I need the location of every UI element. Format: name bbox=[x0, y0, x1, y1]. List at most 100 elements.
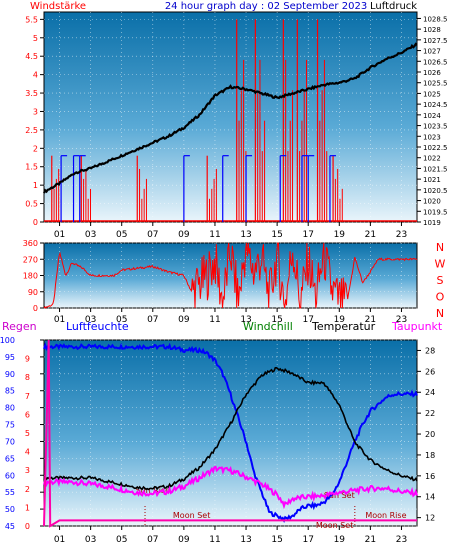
taupunkt-label: Taupunkt bbox=[391, 320, 443, 333]
hour-tick-label-15: 15 bbox=[271, 535, 282, 545]
hour-tick-label-09: 09 bbox=[178, 535, 190, 545]
wind-direction-line bbox=[43, 242, 418, 309]
compass-tick-label-3: O bbox=[436, 291, 445, 304]
gust-series bbox=[60, 155, 336, 222]
hour-tick-label-13: 13 bbox=[240, 315, 251, 325]
compass-tick-label-1: W bbox=[435, 258, 446, 271]
hour-tick-label-11: 11 bbox=[209, 230, 220, 240]
hour-tick-label-05: 05 bbox=[116, 230, 127, 240]
hour-tick-label-23: 23 bbox=[396, 535, 407, 545]
windstaerke-tick-label-5: 5 bbox=[33, 34, 38, 43]
temperature-line bbox=[43, 366, 418, 491]
direction-tick-label-0: 0 bbox=[33, 304, 38, 313]
hour-tick-label-11: 11 bbox=[209, 535, 220, 545]
direction-tick-label-180: 180 bbox=[23, 272, 38, 281]
compass-tick-label-2: S bbox=[437, 274, 444, 287]
hour-tick-label-05: 05 bbox=[116, 535, 127, 545]
luftdruck-tick-label-1024: 1024 bbox=[423, 112, 441, 120]
luftdruck-tick-label-1019.5: 1019.5 bbox=[423, 208, 448, 216]
rain-tick-label-3: 3 bbox=[25, 466, 30, 475]
luftdruck-tick-label-1020.5: 1020.5 bbox=[423, 187, 448, 195]
luftdruck-tick-label-1023.5: 1023.5 bbox=[423, 123, 448, 131]
direction-degree-ticks: 0 90 180 270 360 bbox=[23, 239, 44, 313]
windstaerke-tick-label-4.5: 4.5 bbox=[25, 52, 38, 61]
event-label-2: Sun Set bbox=[324, 491, 355, 500]
humidity-tick-label-55: 55 bbox=[5, 488, 15, 497]
hour-tick-label-13: 13 bbox=[240, 230, 251, 240]
regen-label: Regen bbox=[2, 320, 37, 333]
hour-tick-label-17: 17 bbox=[302, 535, 313, 545]
humidity-tick-label-65: 65 bbox=[5, 454, 15, 463]
windchill-label: Windchill bbox=[243, 320, 293, 333]
hour-tick-label-19: 19 bbox=[334, 230, 346, 240]
luftdruck-tick-label-1027: 1027 bbox=[423, 48, 441, 56]
hour-tick-label-07: 07 bbox=[147, 315, 158, 325]
hour-tick-label-19: 19 bbox=[334, 535, 346, 545]
luftdruck-tick-label-1027.5: 1027.5 bbox=[423, 37, 448, 45]
panel-humidity-temperature bbox=[43, 339, 418, 527]
event-label-3: Moon Set bbox=[316, 521, 353, 530]
luftdruck-tick-label-1026: 1026 bbox=[423, 69, 441, 77]
temperature-tick-label-22: 22 bbox=[425, 409, 435, 418]
luftdruck-tick-label-1020: 1020 bbox=[423, 198, 441, 206]
hour-tick-label-01: 01 bbox=[54, 535, 65, 545]
temperature-tick-label-18: 18 bbox=[425, 451, 435, 460]
humidity-tick-label-85: 85 bbox=[5, 387, 15, 396]
humidity-tick-label-60: 60 bbox=[5, 471, 15, 480]
luftdruck-tick-label-1022.5: 1022.5 bbox=[423, 144, 448, 152]
temperature-tick-label-14: 14 bbox=[425, 493, 435, 502]
temperature-tick-label-26: 26 bbox=[425, 367, 435, 376]
luftdruck-tick-label-1021.5: 1021.5 bbox=[423, 165, 448, 173]
hour-tick-label-03: 03 bbox=[85, 535, 96, 545]
direction-tick-label-360: 360 bbox=[23, 239, 38, 248]
event-label-1: Moon Set bbox=[173, 511, 210, 520]
panel1-hour-ticks: 01 03 05 07 09 11 13 15 17 19 21 23 bbox=[54, 222, 407, 240]
temperatur-label: Temperatur bbox=[311, 320, 376, 333]
luftdruck-tick-label-1028.5: 1028.5 bbox=[423, 15, 448, 23]
rain-tick-label-5: 5 bbox=[25, 429, 30, 438]
direction-tick-label-270: 270 bbox=[23, 255, 38, 264]
luftdruck-ticks: 1019 1019.5 1020 1020.5 1021 1021.5 1022 1022.5… bbox=[417, 15, 448, 227]
hour-tick-label-01: 01 bbox=[54, 315, 65, 325]
rain-tick-label-1: 1 bbox=[25, 503, 30, 512]
humidity-tick-label-100: 100 bbox=[0, 336, 15, 345]
hour-tick-label-15: 15 bbox=[271, 315, 282, 325]
rain-line bbox=[43, 339, 417, 528]
windstaerke-tick-label-2: 2 bbox=[33, 144, 38, 153]
temperature-tick-label-20: 20 bbox=[425, 430, 435, 439]
hour-tick-label-15: 15 bbox=[271, 230, 282, 240]
luftdruck-tick-label-1025: 1025 bbox=[423, 90, 441, 98]
chart-title: 24 hour graph day : 02 September 2023 bbox=[165, 1, 367, 12]
humidity-tick-label-95: 95 bbox=[5, 353, 15, 362]
luftdruck-tick-label-1022: 1022 bbox=[423, 155, 441, 163]
hour-tick-label-07: 07 bbox=[147, 535, 158, 545]
hour-tick-label-17: 17 bbox=[302, 230, 313, 240]
windstaerke-tick-label-1.5: 1.5 bbox=[25, 163, 38, 172]
hour-tick-label-03: 03 bbox=[85, 315, 96, 325]
pressure-line bbox=[42, 42, 418, 194]
windstaerke-tick-label-0: 0 bbox=[33, 218, 38, 227]
humidity-tick-label-45: 45 bbox=[5, 522, 15, 531]
sun-moon-events: Sun Rise Moon Set Sun Set Moon Set Moon Rise bbox=[135, 486, 406, 530]
compass-tick-label-0: N bbox=[436, 241, 444, 254]
rain-tick-label-8: 8 bbox=[25, 373, 30, 382]
rain-tick-label-7: 7 bbox=[25, 392, 30, 401]
panel2-hour-ticks: 01 03 05 07 09 11 13 15 17 19 21 23 bbox=[54, 308, 407, 325]
direction-tick-label-90: 90 bbox=[28, 288, 38, 297]
hour-tick-label-09: 09 bbox=[178, 230, 190, 240]
luftdruck-axis-label: Luftdruck bbox=[370, 1, 417, 12]
panel3-grid bbox=[44, 339, 417, 527]
luftdruck-tick-label-1025.5: 1025.5 bbox=[423, 80, 448, 88]
windstaerke-tick-label-3.5: 3.5 bbox=[25, 89, 38, 98]
temperature-tick-label-12: 12 bbox=[425, 514, 435, 523]
temperature-tick-label-24: 24 bbox=[425, 388, 435, 397]
compass-tick-label-4: N bbox=[436, 307, 444, 320]
dewpoint-line bbox=[43, 465, 418, 510]
windstaerke-tick-label-2.5: 2.5 bbox=[25, 126, 38, 135]
hour-tick-label-07: 07 bbox=[147, 230, 158, 240]
hour-tick-label-05: 05 bbox=[116, 315, 127, 325]
luftdruck-tick-label-1028: 1028 bbox=[423, 26, 441, 34]
rain-tick-label-0: 0 bbox=[25, 522, 30, 531]
